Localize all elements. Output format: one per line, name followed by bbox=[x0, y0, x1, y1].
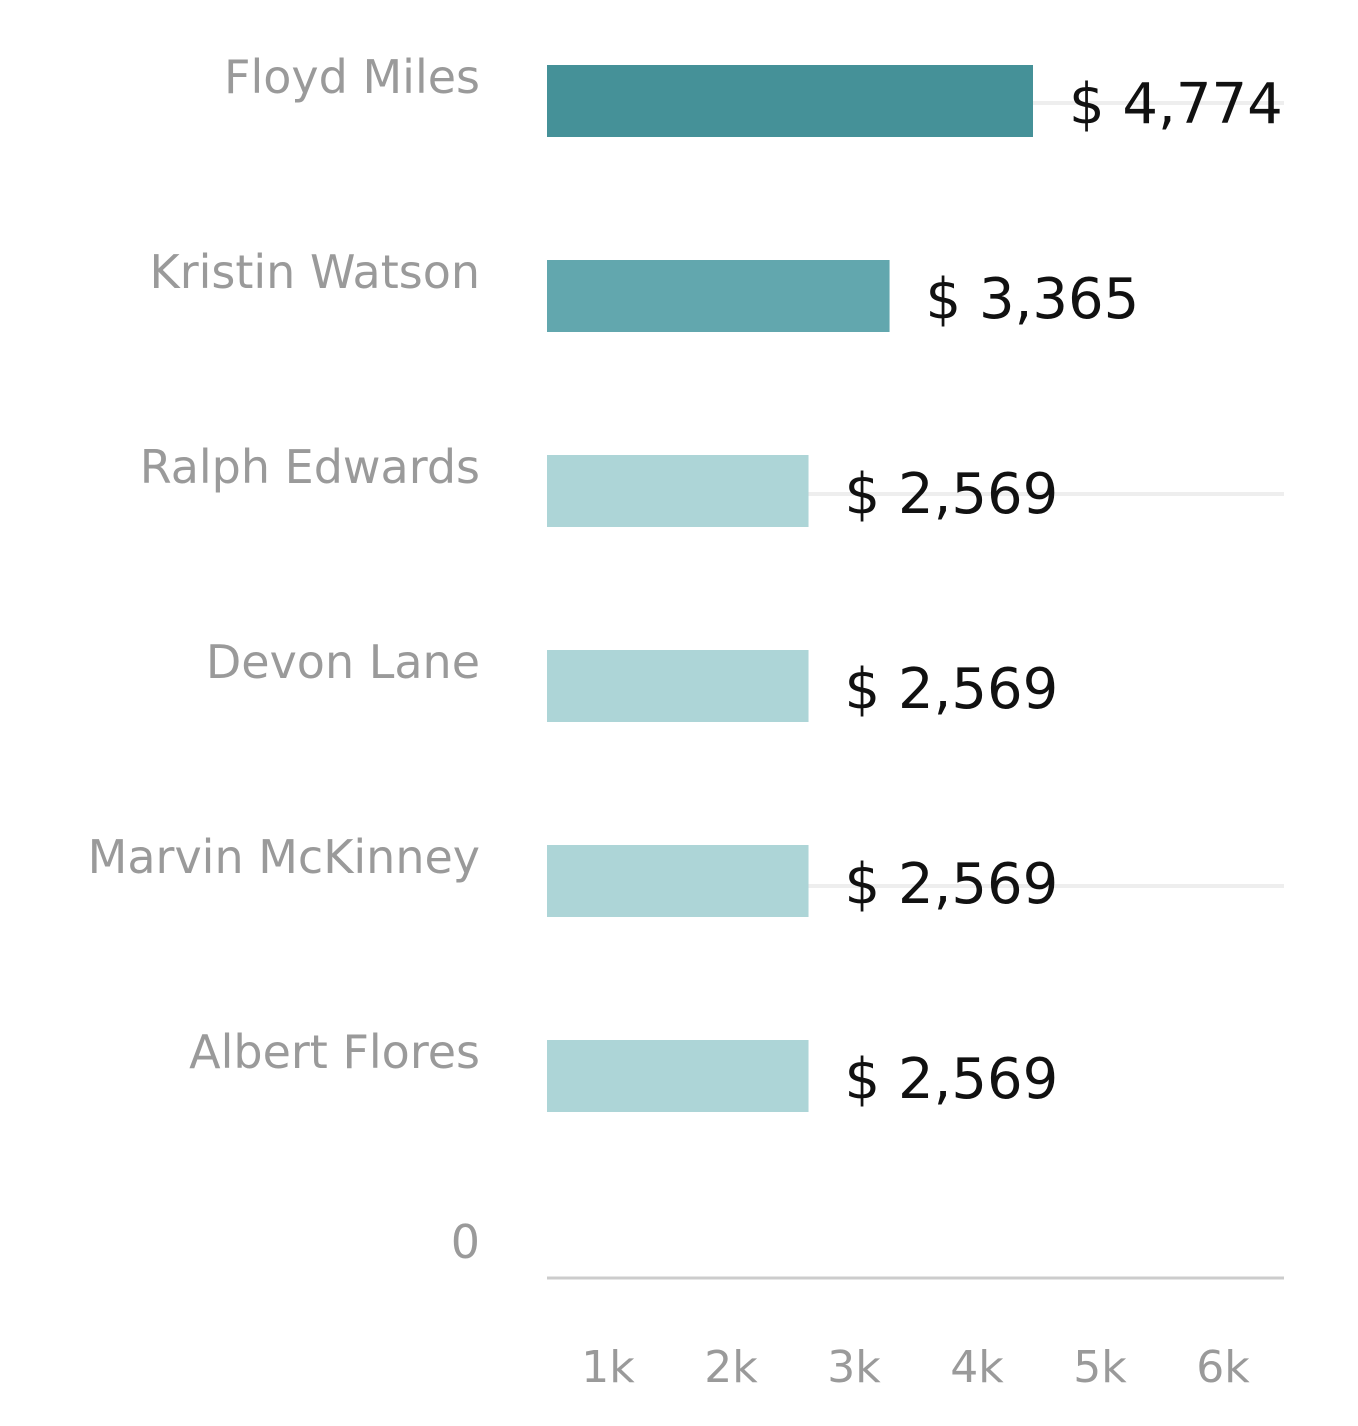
category-label: Ralph Edwards bbox=[140, 440, 480, 494]
category-label: Albert Flores bbox=[189, 1025, 480, 1079]
value-label: $ 2,569 bbox=[845, 852, 1059, 917]
value-label: $ 2,569 bbox=[845, 1047, 1059, 1112]
x-tick-label: 5k bbox=[1073, 1342, 1127, 1393]
bar bbox=[547, 1040, 809, 1112]
zero-label: 0 bbox=[451, 1215, 480, 1269]
category-label: Floyd Miles bbox=[224, 50, 480, 104]
value-label: $ 4,774 bbox=[1069, 72, 1283, 137]
value-label: $ 2,569 bbox=[845, 462, 1059, 527]
bar bbox=[547, 845, 809, 917]
value-label: $ 2,569 bbox=[845, 657, 1059, 722]
x-tick-label: 4k bbox=[950, 1342, 1004, 1393]
x-axis-ticks: 1k 2k 3k 4k 5k 6k bbox=[581, 1342, 1250, 1393]
category-label: Devon Lane bbox=[206, 635, 480, 689]
bar bbox=[547, 65, 1033, 137]
bar bbox=[547, 260, 890, 332]
x-tick-label: 6k bbox=[1196, 1342, 1250, 1393]
x-tick-label: 2k bbox=[704, 1342, 758, 1393]
x-tick-label: 1k bbox=[581, 1342, 635, 1393]
x-tick-label: 3k bbox=[827, 1342, 881, 1393]
bar bbox=[547, 650, 809, 722]
category-label: Kristin Watson bbox=[150, 245, 480, 299]
label-layer: Floyd Miles $ 4,774 Kristin Watson $ 3,365 R… bbox=[88, 50, 1283, 1112]
value-label: $ 3,365 bbox=[926, 267, 1140, 332]
category-label: Marvin McKinney bbox=[88, 830, 480, 884]
bar-layer bbox=[547, 65, 1033, 1112]
bar bbox=[547, 455, 809, 527]
